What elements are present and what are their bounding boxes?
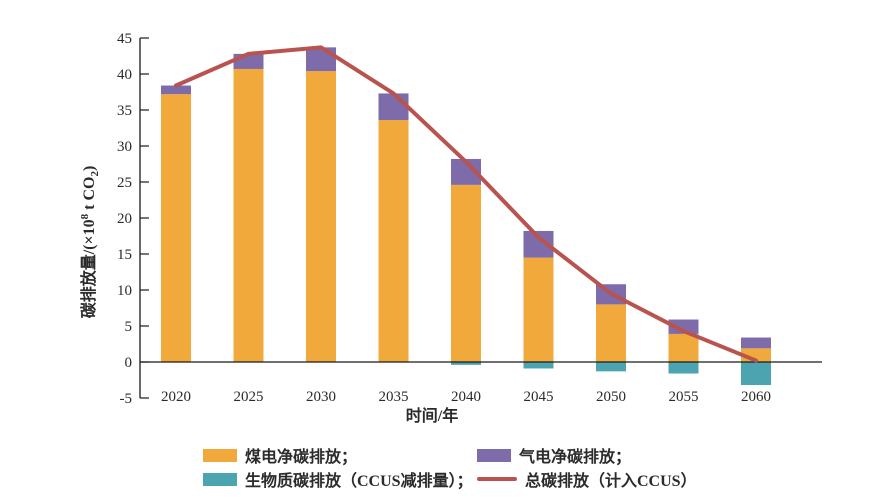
bar-bio-2040 [451, 362, 481, 365]
legend-label-total: 总碳排放（计入CCUS） [525, 473, 697, 490]
y-tick-label: 30 [117, 139, 132, 155]
bar-gas-2030 [306, 47, 336, 72]
bar-gas-2035 [378, 93, 409, 121]
legend-swatch-total [477, 477, 517, 481]
bar-bio-2060 [741, 362, 771, 386]
legend-item-total: 总碳排放（计入CCUS） [477, 470, 697, 490]
y-axis-title-mid: t CO [81, 177, 98, 214]
x-tick-label-2050: 2050 [596, 389, 626, 405]
bar-gas-2020 [161, 85, 191, 95]
bar-coal-2040 [451, 184, 481, 362]
y-tick-label: 35 [117, 103, 132, 119]
bar-coal-2055 [668, 333, 699, 362]
legend-item-coal: 煤电净碳排放； [203, 446, 358, 466]
x-tick-label-2045: 2045 [524, 389, 554, 405]
bar-bio-2055 [668, 362, 699, 374]
legend-item-bio: 生物质碳排放（CCUS减排量）； [203, 470, 473, 490]
bar-coal-2035 [378, 120, 409, 362]
x-axis-title: 时间/年 [406, 406, 458, 425]
x-tick-label-2035: 2035 [379, 389, 409, 405]
y-axis-title-prefix: 碳排放量/(×10 [79, 219, 98, 318]
legend-item-gas: 气电净碳排放； [477, 446, 632, 466]
y-axis-title-sub: 2 [89, 171, 101, 177]
y-tick-label: 15 [117, 247, 132, 263]
x-tick-label-2020: 2020 [161, 389, 191, 405]
bar-coal-2050 [596, 304, 626, 362]
y-tick-label: 5 [125, 319, 133, 335]
x-tick-label-2030: 2030 [306, 389, 336, 405]
x-tick-label-2040: 2040 [451, 389, 481, 405]
bar-coal-2025 [233, 68, 264, 363]
legend-label-coal: 煤电净碳排放； [245, 449, 358, 466]
legend-swatch-gas [477, 448, 511, 462]
y-tick-label: 25 [117, 175, 132, 191]
y-tick-label: 0 [125, 355, 133, 371]
y-tick-label: -5 [120, 391, 133, 407]
bar-bio-2050 [596, 362, 626, 372]
x-tick-label-2060: 2060 [741, 389, 771, 405]
bar-gas-2025 [233, 53, 264, 69]
y-axis-title-suffix: ) [81, 166, 98, 171]
bar-gas-2060 [741, 337, 771, 349]
x-tick-label-2025: 2025 [234, 389, 264, 405]
bar-coal-2045 [523, 257, 554, 362]
legend-label-gas: 气电净碳排放； [519, 449, 632, 466]
bar-bio-2045 [523, 362, 554, 369]
y-tick-label: 20 [117, 211, 132, 227]
bar-coal-2020 [161, 94, 191, 362]
y-axis-title: 碳排放量/(×108 t CO2) [79, 166, 101, 319]
y-axis-title-sup: 8 [79, 213, 91, 219]
legend-swatch-bio [203, 472, 237, 486]
y-tick-label: 10 [117, 283, 132, 299]
legend-label-bio: 生物质碳排放（CCUS减排量）； [245, 473, 473, 490]
total-emissions-line [174, 45, 758, 363]
bar-gas-2055 [668, 319, 699, 334]
x-tick-label-2055: 2055 [669, 389, 699, 405]
legend-swatch-coal [203, 448, 237, 462]
y-tick-label: 45 [117, 31, 132, 47]
y-tick-label: 40 [117, 67, 132, 83]
bar-coal-2030 [306, 71, 336, 363]
